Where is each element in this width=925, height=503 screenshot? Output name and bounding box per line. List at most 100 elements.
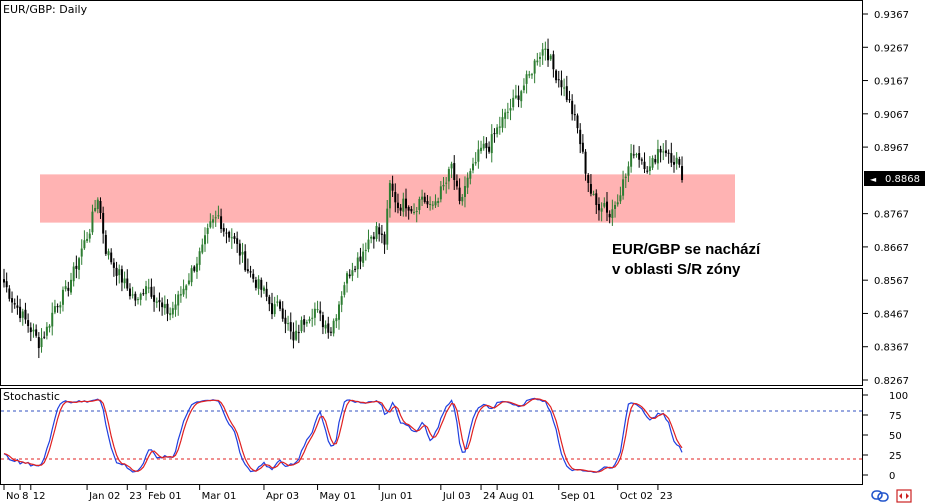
candle <box>600 202 603 222</box>
candle-body <box>544 48 547 50</box>
candle <box>463 176 466 208</box>
candle <box>530 72 533 79</box>
candle-body <box>445 182 448 184</box>
candle <box>80 239 83 265</box>
link-icon[interactable] <box>871 490 889 502</box>
candle-body <box>581 142 584 152</box>
candle <box>281 301 284 322</box>
candle-body <box>78 258 81 270</box>
candle <box>276 295 279 307</box>
candle-body <box>37 337 40 349</box>
candle <box>394 183 397 213</box>
candle-body <box>576 115 579 129</box>
candle <box>134 291 137 307</box>
candle <box>624 173 627 189</box>
time-tick-label: Sep 01 <box>561 491 596 502</box>
candle-body <box>96 199 99 209</box>
candle <box>300 316 303 334</box>
candle <box>123 271 126 289</box>
candle-body <box>316 309 319 311</box>
candle-body <box>423 196 426 202</box>
candle <box>217 205 220 219</box>
candle <box>367 229 370 253</box>
candle <box>563 78 566 97</box>
candle <box>257 275 260 295</box>
candle-body <box>190 268 193 283</box>
price-tick-label: 0.8467 <box>874 309 909 320</box>
candle-body <box>659 149 662 153</box>
candle <box>512 89 515 111</box>
candle <box>597 197 600 221</box>
candle <box>383 231 386 254</box>
candle-body <box>51 312 54 327</box>
candle-body <box>257 279 260 289</box>
candle-body <box>147 287 150 289</box>
candle <box>375 221 378 242</box>
candle <box>592 190 595 196</box>
candle <box>611 199 614 226</box>
candle <box>410 205 413 214</box>
candle-body <box>16 305 19 308</box>
time-tick-label: Feb 01 <box>148 491 182 502</box>
candle-body <box>563 87 566 89</box>
candle-body <box>244 251 247 271</box>
candle-body <box>238 243 241 256</box>
candle-body <box>640 159 643 161</box>
time-tick-label: 23 <box>129 491 142 502</box>
candle-body <box>313 308 316 318</box>
candle-body <box>19 306 22 319</box>
candle-body <box>351 270 354 276</box>
candle-body <box>664 150 667 154</box>
annotation-line-2: v oblasti S/R zóny <box>612 261 741 278</box>
candle-body <box>120 269 123 283</box>
stochastic-title: Stochastic <box>3 390 60 403</box>
candle <box>236 231 239 253</box>
candle-body <box>493 133 496 135</box>
candle <box>533 58 536 84</box>
candle-body <box>418 198 421 210</box>
candle <box>418 196 421 215</box>
candle-body <box>458 187 461 201</box>
candle-body <box>541 49 544 56</box>
candle-body <box>305 322 308 324</box>
candle-body <box>557 79 560 81</box>
candle <box>603 197 606 209</box>
time-tick-label: Oct 02 <box>620 491 653 502</box>
candle <box>667 149 670 164</box>
candle <box>595 189 598 214</box>
candle <box>517 85 520 108</box>
candle <box>21 308 24 326</box>
candle-body <box>171 308 174 315</box>
candle-body <box>504 112 507 119</box>
candle-body <box>632 154 635 156</box>
candle <box>198 247 201 271</box>
candle <box>233 232 236 244</box>
candle-body <box>370 236 373 239</box>
candle-body <box>212 219 215 223</box>
candle <box>565 75 568 103</box>
arrows-icon[interactable] <box>896 489 912 503</box>
price-tick-label: 0.9167 <box>874 77 909 88</box>
candle-body <box>139 293 142 300</box>
stochastic-axis: 100 75 50 25 0 <box>862 391 908 482</box>
candle-body <box>595 193 598 205</box>
candle-body <box>252 273 255 279</box>
candle <box>501 108 504 133</box>
candle-body <box>118 269 121 276</box>
candle-body <box>506 111 509 113</box>
candle-body <box>421 196 424 200</box>
candle <box>319 301 322 322</box>
candle-body <box>300 320 303 332</box>
candle <box>544 41 547 61</box>
candle-body <box>53 306 56 313</box>
candle <box>67 281 70 297</box>
candle-body <box>624 176 627 179</box>
candle-body <box>153 295 156 302</box>
candle-body <box>83 240 86 249</box>
candle <box>289 312 292 340</box>
candle-body <box>204 235 206 245</box>
candle <box>568 90 571 103</box>
candle-body <box>214 217 217 219</box>
price-tick-label: 0.8667 <box>874 243 909 254</box>
candle-body <box>348 274 351 277</box>
